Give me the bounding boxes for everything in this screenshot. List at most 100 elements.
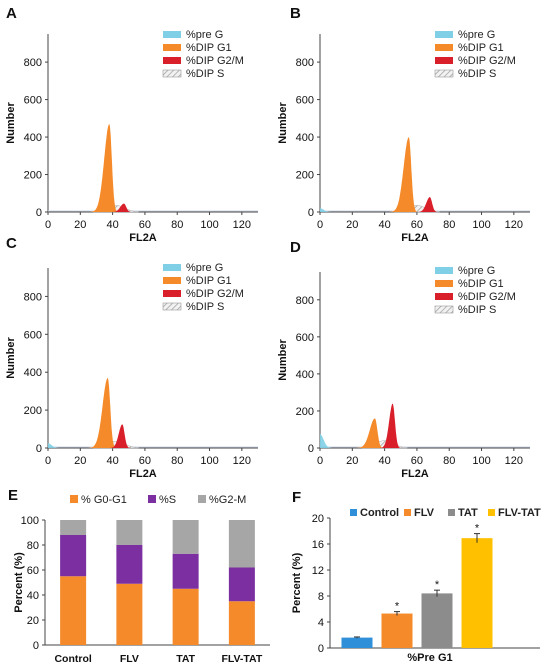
y-tick-label: 60 [27,565,39,577]
y-tick-label: 16 [312,539,324,551]
legend-swatch [163,290,181,297]
legend-swatch [163,57,181,64]
legend-swatch [488,509,495,516]
y-axis-label: Number [5,102,17,144]
x-tick-label: TAT [176,653,195,665]
legend-swatch [70,495,78,503]
legend-label: %DIP G1 [458,278,504,290]
legend-label: %pre G [458,29,495,41]
y-tick-label: 80 [27,540,39,552]
y-axis-label: Number [5,337,17,379]
bar-segment [228,601,255,645]
y-tick-label: 40 [27,590,39,602]
legend-label: %DIP S [186,301,224,313]
y-tick-label: 200 [24,405,42,417]
legend-swatch [435,280,453,287]
panel-letter: C [6,235,17,252]
x-tick-label: Control [54,653,91,665]
y-tick-label: 20 [27,615,39,627]
legend-label: %DIP S [458,304,496,316]
y-tick-label: 800 [296,57,314,69]
y-tick-label: 100 [21,515,39,527]
x-tick-label: FLV [120,653,139,665]
x-tick-label: 100 [200,219,218,231]
y-tick-label: 0 [36,443,42,455]
legend-label: %DIP S [458,68,496,80]
y-tick-label: 4 [318,617,324,629]
bar-segment [172,520,199,554]
y-tick-label: 0 [36,207,42,219]
legend-swatch [448,509,455,516]
legend-label: FLV-TAT [498,507,541,519]
x-tick-label: 0 [317,219,323,231]
y-tick-label: 600 [24,329,42,341]
x-tick-label: FLV-TAT [221,653,262,665]
x-tick-label: 20 [346,219,358,231]
legend-label: %DIP G1 [186,42,232,54]
legend-swatch [435,31,453,38]
x-tick-label: 40 [378,219,390,231]
g2m-peak [416,197,438,212]
y-tick-label: 200 [296,170,314,182]
y-tick-label: 20 [312,513,324,525]
panel-letter: D [290,239,301,256]
legend-label: FLV [414,507,435,519]
legend-swatch [163,277,181,284]
y-tick-label: 0 [318,643,324,655]
legend-swatch [435,44,453,51]
legend-label: %DIP G2/M [458,291,516,303]
legend-label: %pre G [458,265,495,277]
stacked-bar-panel-e: E 0 20 40 60 80 100 Percent (%) Control FLV TAT FLV… [8,487,270,665]
g2m-peak [111,203,132,212]
x-tick-label: 60 [411,455,423,467]
x-tick-label: 40 [106,219,118,231]
g2m-peak [109,424,131,448]
legend-label: % G0-G1 [81,494,127,506]
x-tick-label: 120 [505,455,523,467]
panel-letter: E [8,487,18,504]
legend-label: %G2-M [209,494,246,506]
legend-swatch [434,305,454,314]
y-axis-label: Percent (%) [13,552,25,613]
bar-segment [60,535,87,577]
y-tick-label: 0 [308,207,314,219]
histogram-panel-a: A 0 200 400 600 800 0 20 40 60 80 100 120 FL2A Number%… [5,5,258,244]
x-tick-label: 80 [443,219,455,231]
legend-swatch [435,57,453,64]
y-tick-label: 400 [296,369,314,381]
legend-label: %pre G [186,29,223,41]
g1-peak [90,123,118,212]
legend-swatch [163,44,181,51]
x-tick-label: 100 [472,455,490,467]
bar-segment [116,545,143,584]
x-axis-label: %Pre G1 [407,652,452,664]
bar-segment [116,583,143,645]
x-axis-label: FL2A [129,468,157,480]
y-tick-label: 0 [308,443,314,455]
y-tick-label: 0 [33,640,39,652]
bar-segment [228,520,255,568]
legend-label: %pre G [186,262,223,274]
y-tick-label: 400 [24,367,42,379]
bar [381,613,413,648]
x-axis-label: FL2A [129,232,157,244]
x-tick-label: 20 [74,219,86,231]
significance-marker: * [395,601,400,613]
histogram-panel-b: B 0 200 400 600 800 0 20 40 60 80 100 120 FL2A Number%… [277,5,530,244]
x-axis-label: FL2A [401,232,429,244]
y-tick-label: 800 [24,57,42,69]
bar-segment [60,520,87,535]
x-tick-label: 20 [346,455,358,467]
bar-segment [228,567,255,602]
x-tick-label: 120 [233,455,251,467]
x-tick-label: 120 [233,219,251,231]
g1-peak [88,377,116,448]
x-axis-label: FL2A [401,468,429,480]
y-axis-label: Percent (%) [291,552,303,613]
y-tick-label: 8 [318,591,324,603]
significance-marker: * [475,523,480,535]
legend-label: %DIP G2/M [458,55,516,67]
legend-label: %DIP G1 [458,42,504,54]
legend-label: TAT [458,507,478,519]
y-tick-label: 200 [296,406,314,418]
